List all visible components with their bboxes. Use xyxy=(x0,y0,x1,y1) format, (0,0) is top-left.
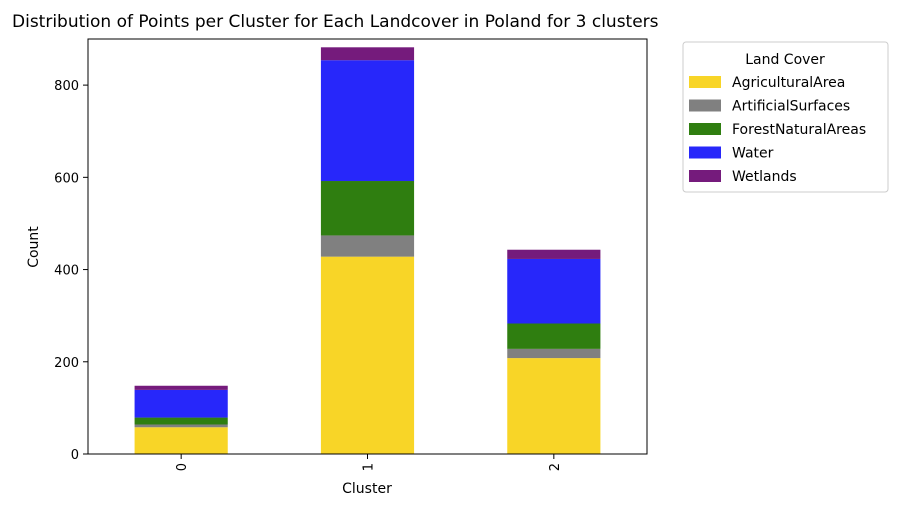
bar-agriculturalarea-cluster-1 xyxy=(320,256,415,454)
y-tick-label: 600 xyxy=(54,171,79,186)
legend-title: Land Cover xyxy=(745,52,825,68)
legend-items: AgriculturalArea ArtificialSurfaces Forest… xyxy=(689,75,866,185)
bar-agriculturalarea-cluster-2 xyxy=(507,358,601,454)
bars-layer xyxy=(134,47,601,454)
bar-artificialsurfaces-cluster-1 xyxy=(320,235,415,257)
x-axis: 0 1 2 xyxy=(175,454,563,471)
bar-forestnaturalareas-cluster-2 xyxy=(507,323,601,349)
bar-wetlands-cluster-2 xyxy=(507,249,601,259)
bar-artificialsurfaces-cluster-0 xyxy=(134,424,228,428)
legend-frame xyxy=(682,41,889,193)
bar-forestnaturalareas-cluster-1 xyxy=(320,181,415,236)
legend-swatch-forestnaturalareas xyxy=(689,123,721,135)
bar-water-cluster-1 xyxy=(320,60,415,182)
bar-artificialsurfaces-cluster-2 xyxy=(507,348,601,359)
legend-label-artificialsurfaces: ArtificialSurfaces xyxy=(732,99,850,115)
y-axis: 0 200 400 600 800 xyxy=(54,79,88,463)
y-tick-label: 800 xyxy=(54,79,79,94)
legend-swatch-agriculturalarea xyxy=(689,76,721,88)
bar-forestnaturalareas-cluster-0 xyxy=(134,417,228,425)
legend-swatch-artificialsurfaces xyxy=(689,99,721,112)
legend-swatch-wetlands xyxy=(689,170,721,182)
chart-title: Distribution of Points per Cluster for E… xyxy=(12,12,659,32)
legend-label-forestnaturalareas: ForestNaturalAreas xyxy=(732,122,866,138)
bar-water-cluster-0 xyxy=(134,389,228,418)
y-tick-label: 400 xyxy=(54,264,79,279)
bar-water-cluster-2 xyxy=(507,258,601,324)
legend: Land Cover AgriculturalArea ArtificialSur… xyxy=(682,41,889,193)
legend-label-wetlands: Wetlands xyxy=(732,169,797,185)
y-axis-label: Count xyxy=(26,226,42,268)
bar-agriculturalarea-cluster-0 xyxy=(134,427,228,454)
x-tick-label-2: 2 xyxy=(548,463,563,471)
bar-wetlands-cluster-0 xyxy=(134,385,228,390)
legend-label-agriculturalarea: AgriculturalArea xyxy=(732,75,845,91)
x-axis-label: Cluster xyxy=(342,481,392,497)
x-tick-label-0: 0 xyxy=(175,463,190,471)
legend-label-water: Water xyxy=(732,146,774,162)
bar-wetlands-cluster-1 xyxy=(320,47,415,61)
legend-swatch-water xyxy=(689,146,721,159)
x-tick-label-1: 1 xyxy=(362,463,377,471)
y-tick-label: 0 xyxy=(71,448,79,463)
y-tick-label: 200 xyxy=(54,356,79,371)
